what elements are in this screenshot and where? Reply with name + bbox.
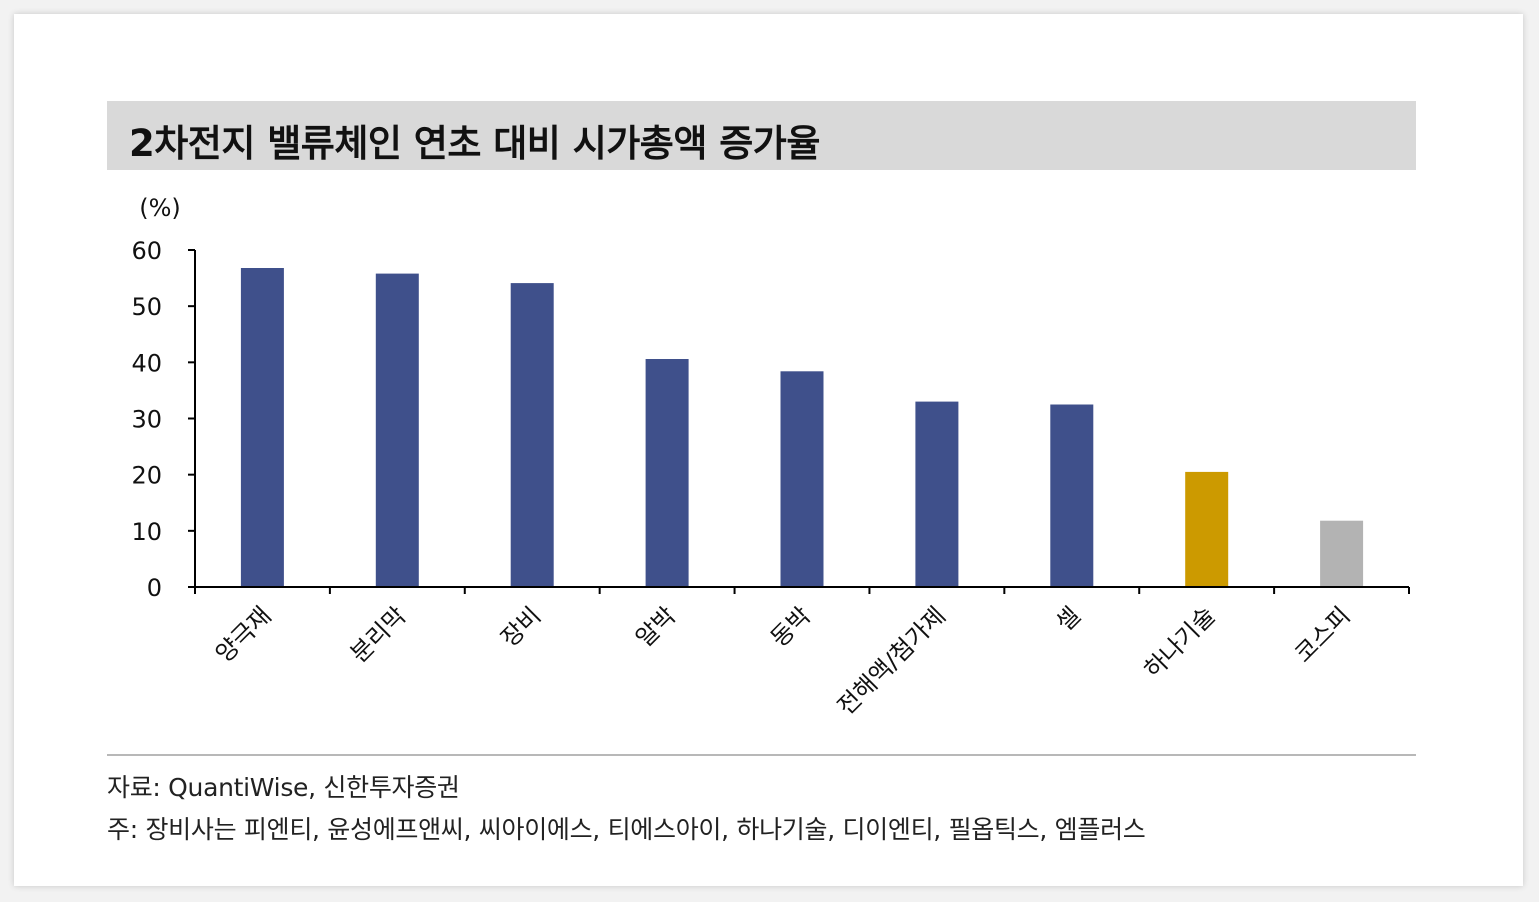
y-tick-label: 40	[131, 349, 162, 377]
y-tick-label: 50	[131, 293, 162, 321]
bar-4	[645, 359, 689, 587]
footnote-text: 주: 장비사는 피엔티, 윤성에프앤씨, 씨아이에스, 티에스아이, 하나기술,…	[107, 815, 1146, 844]
x-tick-label: 알박	[630, 601, 681, 652]
x-tick-label: 코스피	[1289, 601, 1356, 668]
y-tick-label: 20	[131, 462, 162, 490]
x-tick-labels: 양극재 분리막 장비 알박 동박 전해액/첨가제 셀 하나기술 코스피	[210, 601, 1356, 720]
chart-title-bar: 2차전지 밸류체인 연초 대비 시가총액 증가율	[107, 101, 1416, 170]
bar-8	[1185, 471, 1229, 587]
y-axis-unit: (%)	[139, 194, 181, 222]
bar-6	[915, 401, 959, 587]
y-tick-label: 10	[131, 518, 162, 546]
bar-group	[240, 268, 1364, 587]
bar-3	[510, 283, 554, 587]
x-tick-label: 동박	[765, 601, 816, 652]
source-divider	[107, 754, 1416, 756]
y-tick-label: 60	[131, 237, 162, 265]
bar-9	[1320, 520, 1364, 587]
bar-7	[1050, 404, 1094, 587]
chart-title: 2차전지 밸류체인 연초 대비 시가총액 증가율	[129, 122, 820, 165]
axes-group	[188, 249, 1410, 594]
bar-1	[240, 268, 284, 587]
x-tick-label: 전해액/첨가제	[832, 601, 951, 720]
bar-2	[375, 273, 419, 587]
source-text: 자료: QuantiWise, 신한투자증권	[107, 773, 460, 802]
y-tick-label: 0	[147, 574, 162, 602]
y-tick-label: 30	[131, 406, 162, 434]
x-tick-label: 양극재	[210, 601, 277, 668]
x-tick-label: 셀	[1051, 601, 1086, 636]
x-tick-label: 분리막	[345, 601, 412, 668]
chart-plot: (%) 0 10 20 30 40 50 60 양극재 분리막 장비 알박 동박 전해액/첨가제 셀 하나…	[131, 194, 1410, 721]
y-tick-labels: 0 10 20 30 40 50 60	[131, 237, 162, 602]
bar-5	[780, 371, 824, 587]
x-tick-label: 장비	[495, 601, 546, 652]
x-tick-label: 하나기술	[1139, 601, 1221, 683]
